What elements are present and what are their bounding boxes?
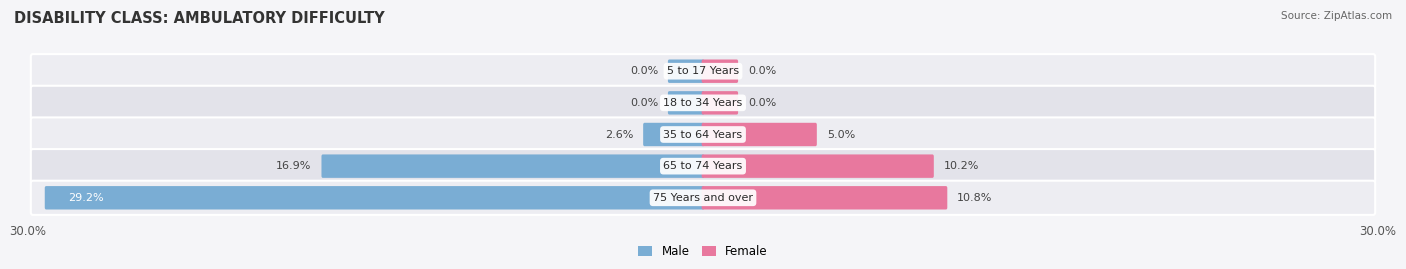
Text: Source: ZipAtlas.com: Source: ZipAtlas.com — [1281, 11, 1392, 21]
FancyBboxPatch shape — [31, 181, 1375, 215]
Text: 18 to 34 Years: 18 to 34 Years — [664, 98, 742, 108]
FancyBboxPatch shape — [702, 91, 738, 115]
Text: DISABILITY CLASS: AMBULATORY DIFFICULTY: DISABILITY CLASS: AMBULATORY DIFFICULTY — [14, 11, 385, 26]
Text: 65 to 74 Years: 65 to 74 Years — [664, 161, 742, 171]
Text: 2.6%: 2.6% — [605, 129, 633, 140]
FancyBboxPatch shape — [702, 123, 817, 146]
Legend: Male, Female: Male, Female — [634, 240, 772, 263]
FancyBboxPatch shape — [643, 123, 704, 146]
FancyBboxPatch shape — [31, 149, 1375, 183]
Text: 5.0%: 5.0% — [827, 129, 855, 140]
Text: 0.0%: 0.0% — [630, 66, 658, 76]
FancyBboxPatch shape — [702, 186, 948, 210]
Text: 35 to 64 Years: 35 to 64 Years — [664, 129, 742, 140]
Text: 5 to 17 Years: 5 to 17 Years — [666, 66, 740, 76]
FancyBboxPatch shape — [31, 117, 1375, 152]
FancyBboxPatch shape — [322, 154, 704, 178]
FancyBboxPatch shape — [31, 54, 1375, 88]
Text: 0.0%: 0.0% — [748, 98, 776, 108]
Text: 16.9%: 16.9% — [276, 161, 312, 171]
Text: 10.8%: 10.8% — [957, 193, 993, 203]
FancyBboxPatch shape — [668, 59, 704, 83]
FancyBboxPatch shape — [31, 86, 1375, 120]
FancyBboxPatch shape — [45, 186, 704, 210]
Text: 29.2%: 29.2% — [69, 193, 104, 203]
Text: 0.0%: 0.0% — [748, 66, 776, 76]
Text: 10.2%: 10.2% — [943, 161, 979, 171]
FancyBboxPatch shape — [668, 91, 704, 115]
FancyBboxPatch shape — [702, 154, 934, 178]
Text: 0.0%: 0.0% — [630, 98, 658, 108]
FancyBboxPatch shape — [702, 59, 738, 83]
Text: 75 Years and over: 75 Years and over — [652, 193, 754, 203]
